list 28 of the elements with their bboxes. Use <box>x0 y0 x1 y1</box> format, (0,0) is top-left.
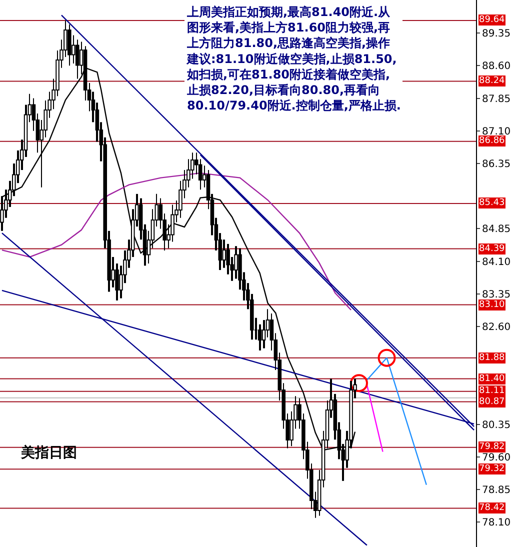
y-tick-label: 86.35 <box>482 158 511 170</box>
ref-line-label: 86.86 <box>479 136 506 146</box>
y-tick-label: 83.35 <box>482 289 511 300</box>
ref-line-label: 81.88 <box>479 353 506 363</box>
ref-line-label: 84.39 <box>479 244 506 254</box>
y-tick-label: 78.10 <box>482 518 511 529</box>
ref-line-label: 79.32 <box>479 464 505 474</box>
ref-line-label: 81.11 <box>479 386 505 396</box>
y-tick-label: 88.60 <box>482 61 511 72</box>
ref-line-label: 80.87 <box>479 397 505 407</box>
annotation: 美指日图 <box>20 444 77 461</box>
y-tick-label: 80.35 <box>482 420 511 431</box>
y-tick-label: 82.60 <box>482 322 511 334</box>
ref-line-label: 83.10 <box>479 300 506 310</box>
ref-line-label: 85.43 <box>479 198 505 208</box>
y-tick-label: 87.85 <box>482 94 511 105</box>
ref-line-label: 89.64 <box>479 15 506 25</box>
ref-line-label: 78.42 <box>479 503 505 513</box>
y-tick-label: 79.60 <box>482 452 511 464</box>
y-tick-label: 89.35 <box>482 28 511 40</box>
y-tick-label: 78.85 <box>482 485 511 496</box>
y-tick-label: 84.10 <box>482 256 511 268</box>
ref-line-label: 79.82 <box>479 442 505 452</box>
ref-line-label: 88.24 <box>479 76 506 86</box>
annotation: 上周美指正如预期,最高81.40附近.从图形来看,美指上方81.60阻力较强,再上方阻力81.80,思路逢高空美指,操作建议:81.10附近做空美指,止损81.50,如扫损,可在81.80附近接着做空美指,止损82.20,目标看向80.80,再看向80.10/79.40附近.控制仓量,严格止损. <box>186 5 401 113</box>
y-tick-label: 84.85 <box>482 224 511 236</box>
ref-line-label: 81.40 <box>479 374 506 384</box>
y-tick-label: 87.10 <box>482 126 511 138</box>
